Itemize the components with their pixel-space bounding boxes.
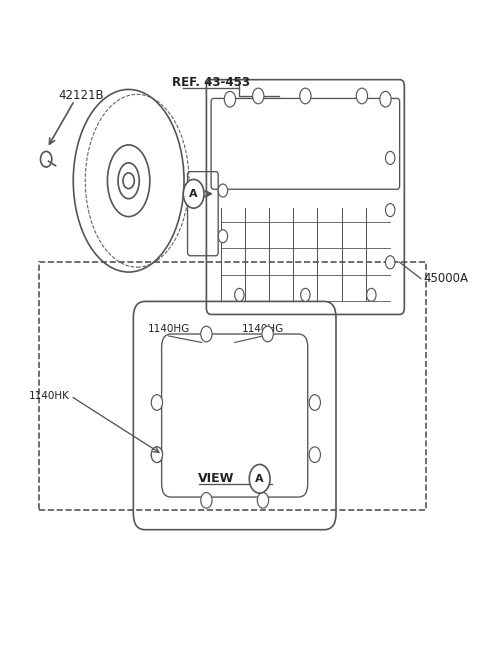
Circle shape [300,288,310,301]
Circle shape [201,326,212,342]
Circle shape [309,395,321,410]
Circle shape [224,92,236,107]
Text: 1140HG: 1140HG [242,324,284,334]
Circle shape [385,151,395,164]
Circle shape [201,493,212,508]
Circle shape [367,288,376,301]
Text: 1140HK: 1140HK [29,391,70,401]
Circle shape [249,464,270,493]
Circle shape [309,447,321,462]
Circle shape [218,230,228,243]
Circle shape [257,493,269,508]
Circle shape [40,151,52,167]
Circle shape [218,184,228,197]
Circle shape [385,204,395,217]
Circle shape [300,88,311,103]
Text: 45000A: 45000A [423,272,468,285]
Circle shape [235,288,244,301]
Circle shape [151,447,163,462]
Text: 42121B: 42121B [59,90,104,102]
Circle shape [123,173,134,189]
Text: A: A [189,189,198,199]
Circle shape [356,88,368,103]
Text: VIEW: VIEW [198,472,235,485]
Circle shape [252,88,264,103]
Text: REF. 43-453: REF. 43-453 [172,77,250,90]
Circle shape [385,255,395,269]
Text: 1140HG: 1140HG [147,324,190,334]
Circle shape [262,326,273,342]
Circle shape [151,395,163,410]
Circle shape [183,179,204,208]
Circle shape [151,447,163,462]
Text: A: A [255,474,264,484]
Circle shape [380,92,391,107]
